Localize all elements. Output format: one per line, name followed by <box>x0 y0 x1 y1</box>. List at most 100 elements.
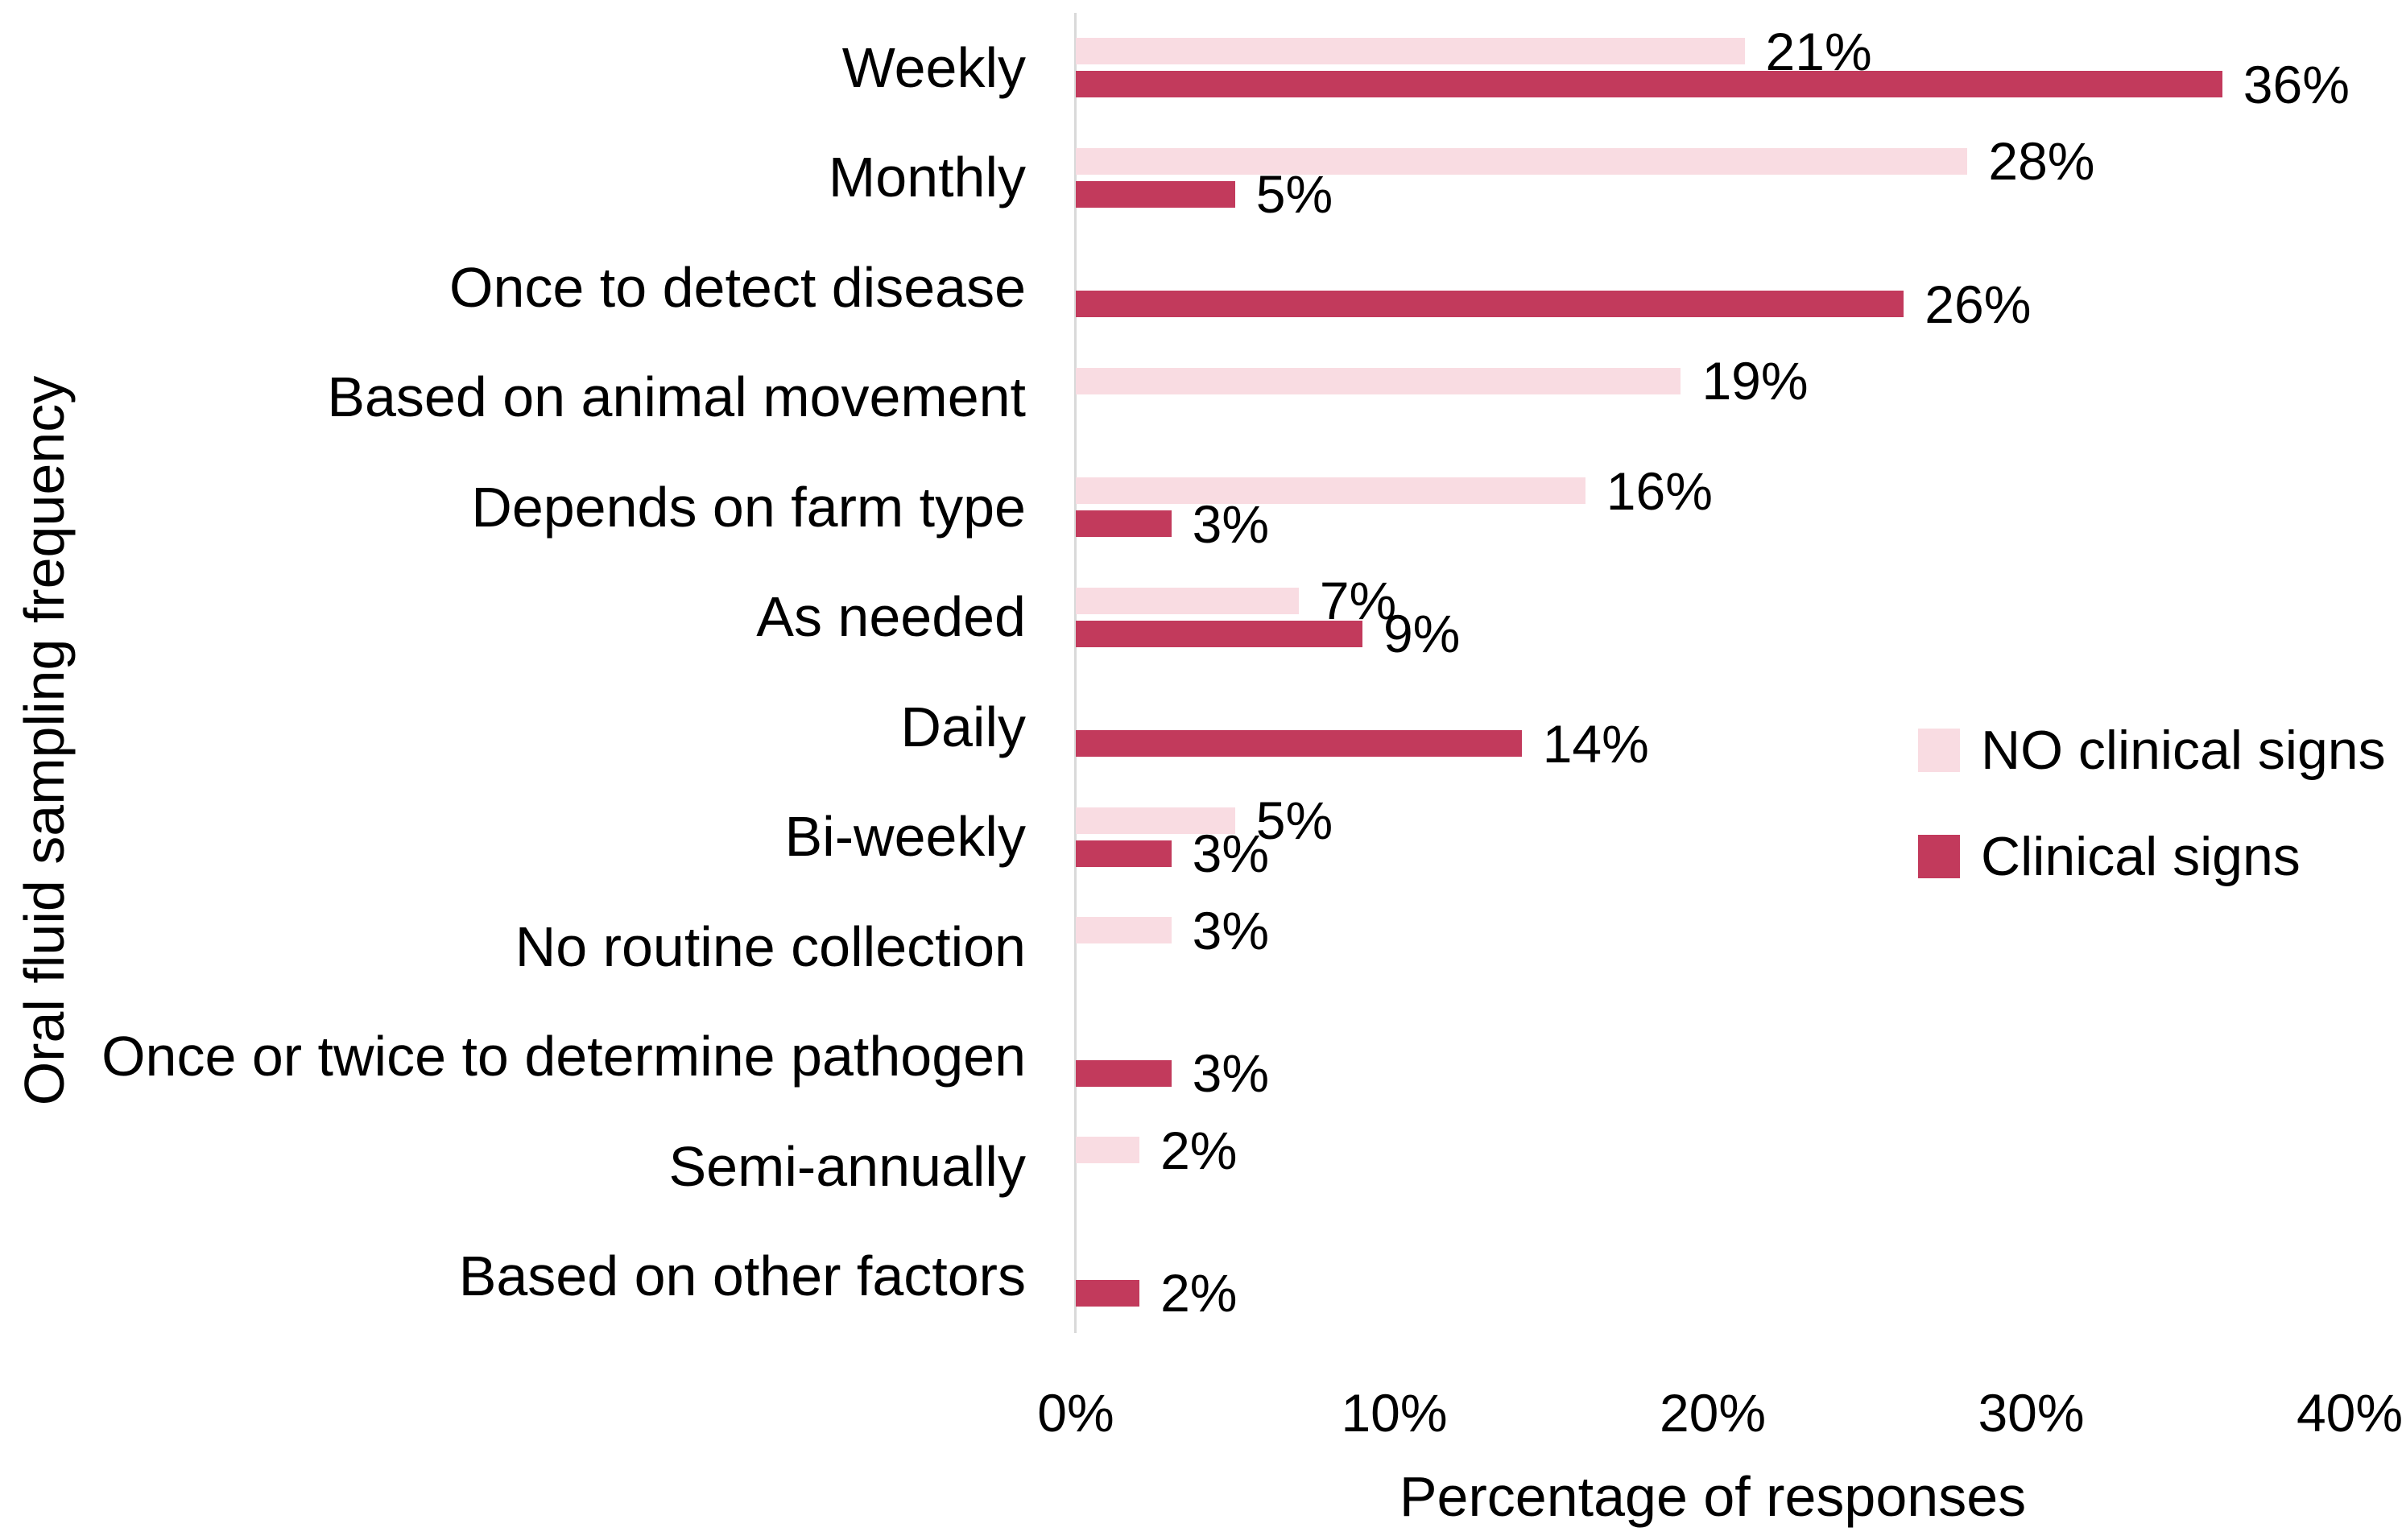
row-plot-area: 16% 3% <box>1076 452 2402 563</box>
bar-slot <box>1076 1170 2402 1196</box>
row-plot-area: 19% <box>1076 343 2402 453</box>
value-label: 3% <box>1192 1043 1270 1104</box>
bar-clinical-signs <box>1076 840 1172 867</box>
legend-swatch-clinical-signs <box>1918 835 1960 878</box>
bar-no-clinical-signs <box>1076 1137 1140 1164</box>
category-label: Monthly <box>828 146 1026 208</box>
category-axis-line <box>1074 13 1077 1333</box>
value-label: 16% <box>1606 460 1713 521</box>
x-tick-label: 30% <box>1978 1383 2085 1443</box>
x-tick-label: 20% <box>1659 1383 1767 1443</box>
bar-slot <box>1076 1247 2402 1274</box>
x-tick-label: 40% <box>2296 1383 2402 1443</box>
bar-slot: 26% <box>1076 278 2402 331</box>
value-label: 5% <box>1255 164 1333 225</box>
bar-slot: 28% <box>1076 134 2402 188</box>
category-label: Once to detect disease <box>449 255 1026 319</box>
bar-clinical-signs <box>1076 1059 1172 1087</box>
legend-label-no-clinical-signs: NO clinical signs <box>1981 720 2386 781</box>
bar-slot <box>1076 401 2402 427</box>
value-label: 2% <box>1160 1120 1238 1180</box>
bar-slot: 2% <box>1076 1266 2402 1319</box>
category-label: Once or twice to determine pathogen <box>101 1025 1026 1088</box>
category-label: Based on animal movement <box>327 365 1026 428</box>
bar-slot: 5% <box>1076 794 2402 847</box>
category-label: Weekly <box>841 35 1026 99</box>
bar-slot <box>1076 950 2402 976</box>
chart-row: Depends on farm type 16% 3% <box>0 452 2402 563</box>
bar-slot: 2% <box>1076 1124 2402 1177</box>
chart-row: Based on other factors 2% <box>0 1222 2402 1332</box>
chart-rows: Weekly 21% 36% Monthly 28% 5% Once to detect d… <box>0 13 2402 1332</box>
category-label: Bi-weekly <box>784 805 1026 868</box>
bar-slot <box>1076 258 2402 284</box>
bar-slot: 3% <box>1076 904 2402 957</box>
bar-no-clinical-signs <box>1076 807 1235 834</box>
chart-row: Monthly 28% 5% <box>0 123 2402 233</box>
chart-row: Once to detect disease 26% <box>0 233 2402 343</box>
legend-item-no-clinical-signs: NO clinical signs <box>1918 723 2386 778</box>
legend-swatch-no-clinical-signs <box>1918 729 1960 772</box>
x-tick-label: 10% <box>1341 1383 1448 1443</box>
category-label: As needed <box>756 585 1026 648</box>
legend-item-clinical-signs: Clinical signs <box>1918 829 2386 884</box>
bar-slot <box>1076 1027 2402 1054</box>
bar-clinical-signs <box>1076 180 1235 208</box>
bar-no-clinical-signs <box>1076 917 1172 944</box>
bar-no-clinical-signs <box>1076 477 1585 505</box>
value-label: 21% <box>1765 21 1872 81</box>
value-label: 36% <box>2243 54 2350 114</box>
bar-slot: 5% <box>1076 167 2402 221</box>
bar-slot: 19% <box>1076 354 2402 407</box>
chart-row: As needed 7% 9% <box>0 563 2402 673</box>
value-label: 19% <box>1701 351 1809 411</box>
x-axis-title: Percentage of responses <box>1399 1465 2027 1528</box>
row-plot-area: 26% <box>1076 233 2402 343</box>
bar-clinical-signs <box>1076 1279 1140 1307</box>
bar-slot: 14% <box>1076 717 2402 770</box>
value-label: 3% <box>1192 824 1270 884</box>
bar-clinical-signs <box>1076 730 1522 758</box>
row-plot-area: 21% 36% <box>1076 13 2402 123</box>
bar-slot: 7% <box>1076 574 2402 627</box>
bar-clinical-signs <box>1076 620 1362 647</box>
value-label: 3% <box>1192 900 1270 960</box>
chart-row: Once or twice to determine pathogen 3% <box>0 1002 2402 1113</box>
bar-no-clinical-signs <box>1076 38 1745 65</box>
chart-row: Weekly 21% 36% <box>0 13 2402 123</box>
bar-slot: 3% <box>1076 498 2402 551</box>
bar-no-clinical-signs <box>1076 147 1968 175</box>
bar-no-clinical-signs <box>1076 587 1299 614</box>
row-plot-area: 5% 3% <box>1076 782 2402 893</box>
value-label: 5% <box>1255 791 1333 851</box>
value-label: 14% <box>1542 713 1649 774</box>
row-plot-area: 14% <box>1076 672 2402 782</box>
bar-clinical-signs <box>1076 291 1904 318</box>
bar-slot: 3% <box>1076 1047 2402 1100</box>
category-label: Semi-annually <box>668 1134 1026 1198</box>
value-label: 3% <box>1192 493 1270 554</box>
row-plot-area: 7% 9% <box>1076 563 2402 673</box>
bar-slot: 16% <box>1076 464 2402 518</box>
value-label: 26% <box>1924 274 2032 334</box>
bar-slot: 36% <box>1076 58 2402 111</box>
row-plot-area: 2% <box>1076 1222 2402 1332</box>
chart-row: Semi-annually 2% <box>0 1112 2402 1222</box>
legend: NO clinical signs Clinical signs <box>1918 723 2386 935</box>
chart-row: Based on animal movement 19% <box>0 343 2402 453</box>
bar-slot: 3% <box>1076 827 2402 880</box>
bar-clinical-signs <box>1076 71 2222 98</box>
value-label: 28% <box>1988 131 2095 192</box>
value-label: 2% <box>1160 1263 1238 1323</box>
chart-row: Daily 14% <box>0 672 2402 782</box>
row-plot-area: 3% <box>1076 1002 2402 1113</box>
bar-slot: 21% <box>1076 25 2402 78</box>
bar-slot: 9% <box>1076 607 2402 660</box>
category-label: Daily <box>900 695 1026 758</box>
row-plot-area: 2% <box>1076 1112 2402 1222</box>
value-label: 7% <box>1319 571 1397 631</box>
value-label: 9% <box>1383 604 1461 664</box>
row-plot-area: 28% 5% <box>1076 123 2402 233</box>
chart-row: No routine collection 3% <box>0 892 2402 1002</box>
